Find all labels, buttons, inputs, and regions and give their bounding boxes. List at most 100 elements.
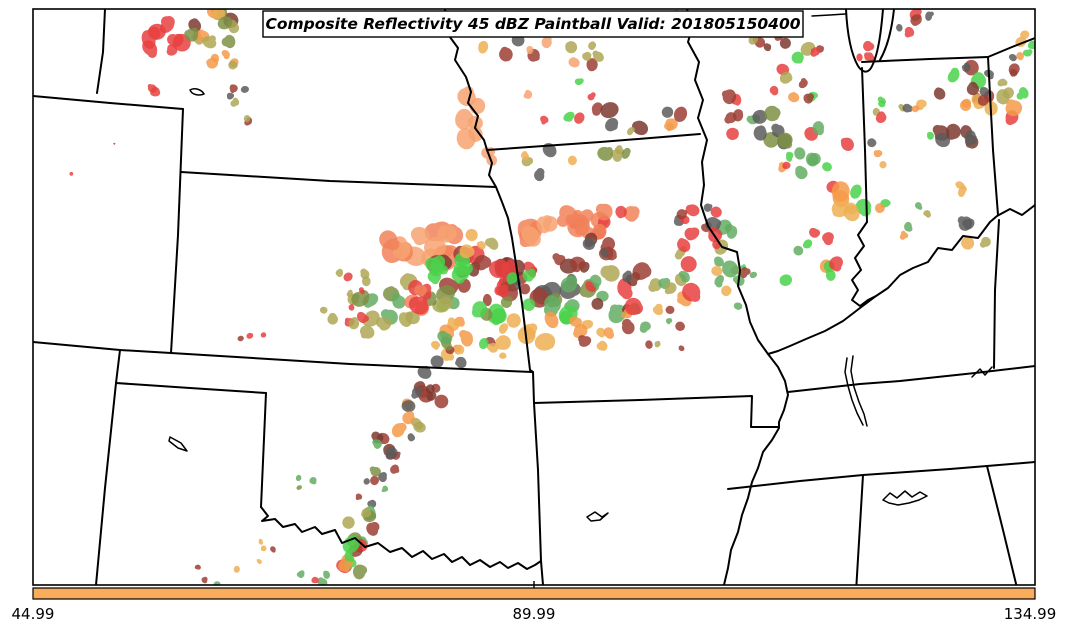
paintball-blob [964,130,978,146]
paintball-blob [240,85,249,93]
paintball-blob [356,311,369,324]
paintball-blob [569,256,586,273]
paintball-blob [552,253,566,266]
paintball-blob [749,271,758,279]
paintball-blob [600,102,619,119]
paintball-blob [825,269,836,281]
paintball-blob [752,109,768,124]
paintball-blob [184,27,199,42]
paintball-blob [370,475,379,486]
paintball-blob [753,125,767,141]
paintball-blob [414,284,427,297]
border-missouri-arkansas [533,395,780,428]
map-title: Composite Reflectivity 45 dBZ Paintball … [265,15,800,33]
paintball-blob [1008,63,1020,76]
paintball-blob [664,282,677,295]
paintball-blob [997,78,1008,87]
paintball-blob [348,317,360,330]
paintball-blob [596,327,606,338]
paintball-blob [645,340,653,349]
paintball-blob [680,256,697,273]
paintball-blob [434,394,449,409]
paintball-blob [230,97,240,107]
paintball-blob [432,296,453,313]
paintball-blob [632,262,652,280]
border-lake-ouachita [586,511,609,522]
colorbar-label-right: 134.99 [1004,605,1057,623]
paintball-blob [733,302,743,310]
border-wabash-river [851,221,877,307]
paintball-blob [378,472,387,483]
paintball-blob [721,89,737,105]
paintball-blob [544,311,559,329]
paintball-blob [473,255,492,271]
paintball-blob [405,311,420,325]
paintball-blob [471,301,488,318]
paintball-blob [343,272,353,282]
border-kentucky-tennessee [787,365,1035,393]
paintball-blob [591,297,604,310]
paintball-blob [597,146,613,161]
border-illinois-indiana [861,67,868,223]
paintball-blob [592,50,604,62]
paintball-blob [648,278,662,292]
paintball-blob [476,241,486,250]
paintball-blob [486,342,499,353]
border-ok-panhandle-south [115,382,267,394]
paintball-blob [710,206,722,218]
paintball-blob [621,318,635,335]
border-cumberland-crossing [971,366,993,378]
paintball-blob [666,122,674,132]
border-tennessee-river-al [882,490,928,506]
paintball-blob [335,268,344,278]
paintball-blob [363,478,370,485]
paintball-blob [221,49,230,60]
paintball-blob [933,87,946,100]
paintball-blob [1016,87,1029,100]
paintball-blob [779,71,793,84]
border-alabama-georgia [986,465,1018,585]
border-mississippi-river-lower [723,353,789,585]
paintball-blob [740,267,751,279]
paintball-blob [714,275,724,288]
paintball-blob [425,257,444,277]
paintball-blob [342,516,355,529]
paintball-blob [875,111,887,124]
paintball-blob [676,209,688,220]
paintball-blob [608,304,627,324]
border-missouri-west-river [444,9,542,562]
paintball-blob [622,270,632,283]
paintball-blob [582,51,592,61]
paintball-blob [595,203,613,221]
paintball-blob [605,117,619,132]
paintball-blob [401,400,416,413]
paintball-blob [798,78,808,89]
border-wisconsin-illinois [811,13,846,17]
paintball-blob [413,421,426,433]
paintball-blob [491,308,507,326]
paintball-blob [777,132,793,149]
paintball-blob [233,565,240,573]
border-lake-barkley [850,355,868,427]
paintball-blob [682,282,701,302]
border-indiana-michigan [861,56,989,63]
paintball-blob [311,576,319,584]
paintball-blob [424,237,446,258]
paintball-blob [391,422,407,438]
paintball-blob [703,203,713,212]
paintball-blob [623,206,640,222]
paintball-blob [228,60,238,70]
paintball-blob [376,317,392,331]
paintball-blob [385,446,398,460]
paintball-blob [534,332,556,351]
border-ohio-river [767,204,1035,355]
paintball-blob [654,340,661,348]
paintball-blob [685,204,700,217]
paintball-blob [874,203,885,214]
paintball-blob [167,33,184,48]
paintball-blob [498,323,509,334]
paintball-blob [574,112,585,124]
paintball-blob [764,105,781,122]
paintball-blob [520,151,530,161]
paintball-blob [678,270,690,283]
